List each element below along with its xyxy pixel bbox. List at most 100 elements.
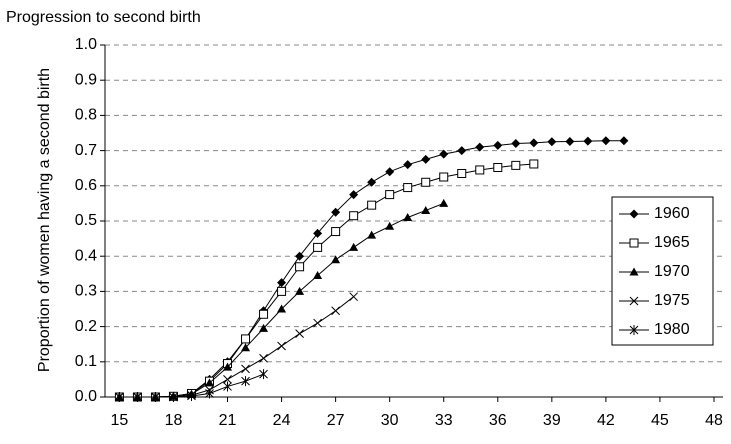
marker	[385, 221, 395, 230]
y-tick-label: 1.0	[75, 36, 97, 53]
marker	[277, 304, 287, 313]
marker	[313, 271, 323, 280]
marker	[295, 286, 305, 295]
x-tick-label: 18	[165, 412, 183, 429]
marker	[259, 309, 269, 319]
marker	[511, 160, 521, 170]
legend-label: 1960	[654, 205, 690, 222]
marker	[205, 388, 214, 399]
x-tick-label: 24	[273, 412, 291, 429]
marker	[277, 278, 287, 288]
y-tick-label: 0.5	[75, 212, 97, 229]
marker	[349, 211, 359, 221]
marker	[331, 306, 340, 316]
marker	[331, 207, 341, 217]
marker	[223, 381, 232, 392]
marker	[403, 160, 413, 170]
marker	[367, 177, 377, 187]
series-line	[119, 296, 354, 398]
marker	[511, 139, 521, 149]
legend-marker	[629, 325, 639, 335]
marker	[421, 177, 431, 187]
series-line	[119, 202, 444, 398]
marker	[331, 255, 341, 264]
marker	[169, 392, 178, 402]
marker	[439, 198, 449, 207]
y-tick-label: 0.7	[75, 142, 97, 159]
marker	[457, 168, 467, 178]
marker	[421, 205, 431, 214]
marker	[259, 369, 268, 380]
marker	[475, 142, 485, 152]
x-tick-label: 36	[489, 412, 507, 429]
x-tick-label: 27	[327, 412, 345, 429]
x-tick-label: 30	[381, 412, 399, 429]
x-tick-label: 45	[651, 412, 669, 429]
y-tick-label: 0.1	[75, 353, 97, 370]
marker	[493, 162, 503, 172]
marker	[403, 212, 413, 221]
x-tick-label: 39	[543, 412, 561, 429]
marker	[313, 318, 322, 328]
y-tick-label: 0.4	[75, 247, 97, 264]
marker	[385, 167, 395, 177]
marker	[313, 228, 323, 238]
marker	[205, 378, 215, 387]
y-tick-label: 0.8	[75, 107, 97, 124]
x-tick-label: 21	[219, 412, 237, 429]
y-tick-label: 0.9	[75, 71, 97, 88]
marker	[385, 190, 395, 200]
y-tick-label: 0.3	[75, 283, 97, 300]
legend-box	[611, 196, 714, 346]
chart-title: Progression to second birth	[6, 9, 201, 26]
marker	[349, 190, 359, 200]
marker	[313, 242, 323, 252]
x-tick-label: 33	[435, 412, 453, 429]
y-tick-label: 0.6	[75, 177, 97, 194]
legend-label: 1975	[654, 292, 690, 309]
marker	[115, 392, 124, 402]
marker	[259, 323, 269, 332]
legend-label: 1970	[654, 263, 690, 280]
marker	[439, 172, 449, 182]
legend-marker	[629, 296, 639, 306]
marker	[367, 230, 377, 239]
marker	[133, 392, 142, 402]
marker	[439, 149, 449, 159]
y-axis-label: Proportion of women having a second birt…	[36, 67, 53, 373]
marker	[295, 251, 305, 261]
marker	[601, 136, 611, 146]
marker	[295, 262, 305, 272]
legend-marker	[629, 238, 639, 248]
x-tick-label: 48	[705, 412, 723, 429]
marker	[241, 376, 250, 387]
x-tick-label: 42	[597, 412, 615, 429]
marker	[457, 146, 467, 156]
marker	[547, 137, 557, 147]
marker	[583, 136, 593, 146]
marker	[223, 362, 233, 371]
marker	[295, 329, 304, 338]
marker	[565, 136, 575, 146]
y-tick-label: 0.0	[75, 388, 97, 405]
x-tick-label: 15	[111, 412, 129, 429]
legend-label: 1980	[654, 321, 690, 338]
marker	[151, 392, 160, 402]
marker	[421, 154, 431, 164]
marker	[223, 375, 232, 384]
marker	[349, 292, 358, 302]
marker	[241, 364, 250, 374]
marker	[403, 183, 413, 193]
marker	[241, 343, 251, 352]
marker	[187, 390, 196, 401]
marker	[259, 353, 268, 363]
marker	[529, 138, 539, 148]
marker	[529, 159, 539, 169]
marker	[493, 140, 503, 150]
marker	[331, 227, 341, 237]
marker	[277, 341, 286, 351]
marker	[475, 165, 485, 175]
y-tick-label: 0.2	[75, 318, 97, 335]
